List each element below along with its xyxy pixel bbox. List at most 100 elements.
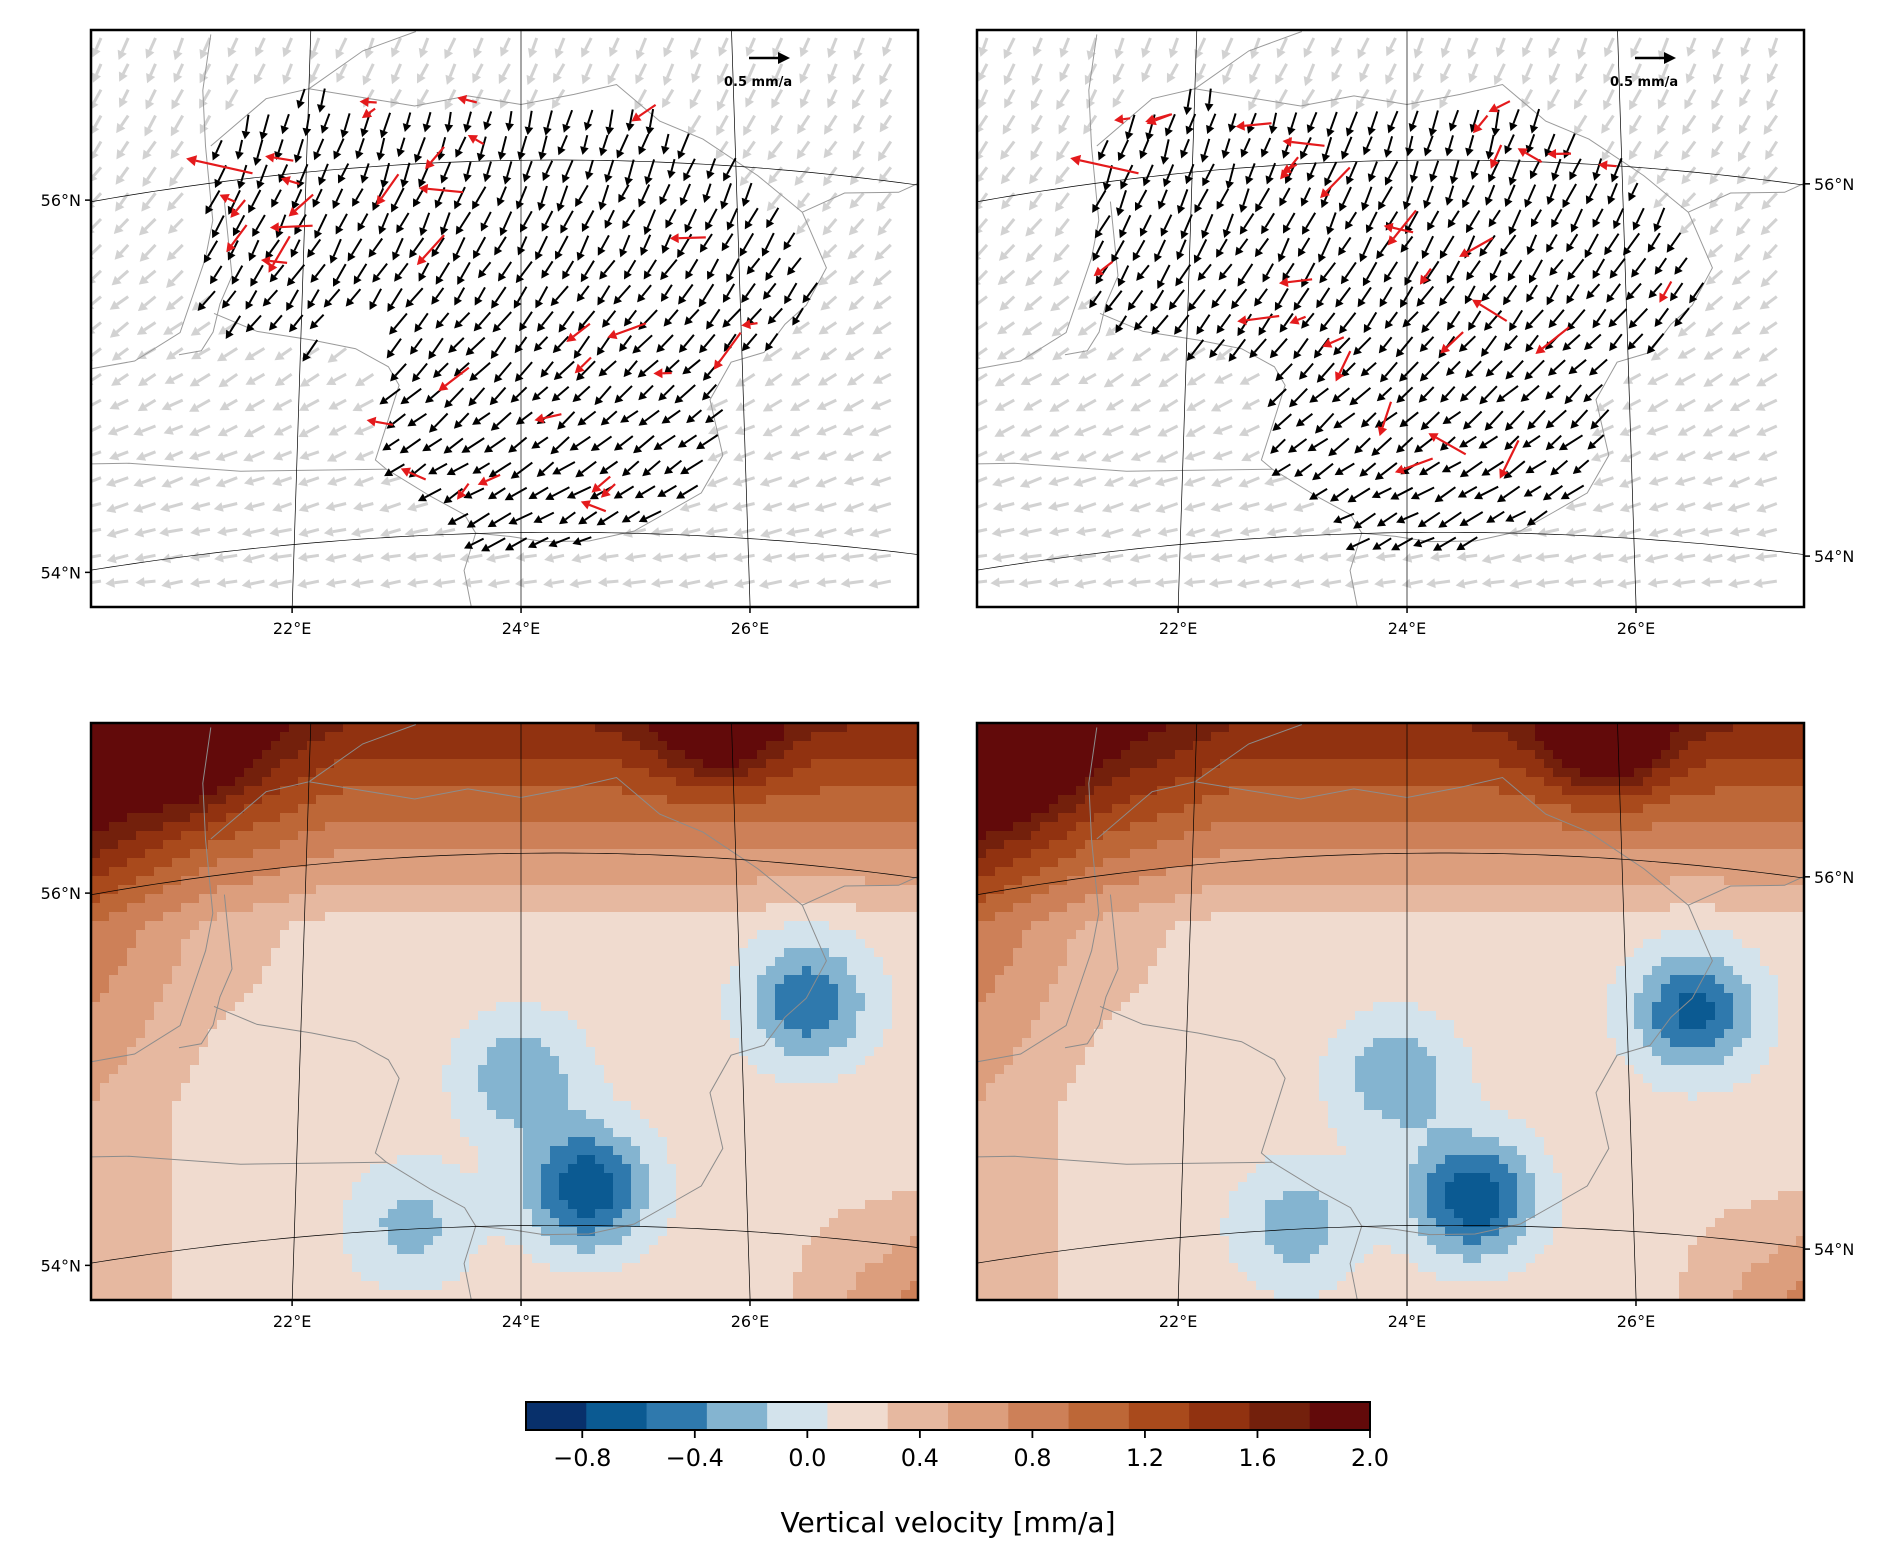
- field-cell: [199, 1002, 209, 1012]
- field-cell: [208, 1029, 218, 1039]
- field-cell: [748, 840, 758, 850]
- observed-arrow: [527, 536, 549, 549]
- observed-arrow: [211, 215, 225, 239]
- field-cell: [370, 741, 380, 751]
- field-cell: [550, 975, 560, 985]
- field-cell: [280, 1029, 290, 1039]
- model-arrow: [91, 398, 102, 408]
- observed-arrow: [1185, 113, 1197, 135]
- field-cell: [289, 975, 299, 985]
- field-cell: [379, 858, 389, 868]
- observed-arrow: [1562, 334, 1581, 351]
- model-arrow: [1128, 476, 1151, 488]
- field-cell: [478, 957, 488, 967]
- model-arrow: [1000, 140, 1016, 160]
- field-cell: [163, 723, 173, 733]
- field-cell: [361, 831, 371, 841]
- field-cell: [865, 858, 875, 868]
- field-cell: [127, 912, 137, 922]
- field-cell: [343, 831, 353, 841]
- field-cell: [154, 858, 164, 868]
- observed-arrow: [1168, 289, 1185, 311]
- field-cell: [892, 984, 902, 994]
- observed-arrow: [678, 334, 695, 353]
- field-cell: [244, 840, 254, 850]
- field-cell: [838, 849, 848, 859]
- observed-arrow: [1438, 511, 1462, 528]
- field-cell: [442, 1020, 452, 1030]
- field-cell: [469, 741, 479, 751]
- field-cell: [730, 840, 740, 850]
- field-cell: [766, 732, 776, 742]
- field-cell: [100, 1029, 110, 1039]
- field-cell: [136, 948, 146, 958]
- field-cell: [244, 849, 254, 859]
- field-cell: [856, 750, 866, 760]
- field-cell: [550, 1038, 560, 1048]
- field-cell: [496, 822, 506, 832]
- field-cell: [685, 876, 695, 886]
- field-cell: [307, 813, 317, 823]
- field-cell: [847, 975, 857, 985]
- model-arrow: [1650, 347, 1669, 361]
- field-cell: [892, 768, 902, 778]
- field-cell: [532, 957, 542, 967]
- observed-arrow: [1387, 110, 1399, 134]
- field-cell: [244, 822, 254, 832]
- observed-arrow: [1390, 486, 1414, 500]
- field-cell: [694, 912, 704, 922]
- field-cell: [199, 930, 209, 940]
- model-arrow: [772, 37, 784, 58]
- field-cell: [127, 921, 137, 931]
- field-cell: [604, 948, 614, 958]
- field-cell: [739, 840, 749, 850]
- field-cell: [217, 732, 227, 742]
- field-cell: [559, 1047, 569, 1057]
- field-cell: [469, 948, 479, 958]
- observed-arrow: [613, 284, 632, 305]
- observed-arrow: [536, 461, 555, 477]
- model-arrow: [994, 424, 1015, 437]
- field-cell: [352, 975, 362, 985]
- field-cell: [829, 750, 839, 760]
- field-cell: [118, 759, 128, 769]
- observed-arrow: [577, 410, 597, 426]
- field-cell: [541, 903, 551, 913]
- field-cell: [262, 822, 272, 832]
- field-cell: [703, 921, 713, 931]
- field-cell: [361, 885, 371, 895]
- field-cell: [613, 759, 623, 769]
- field-cell: [415, 876, 425, 886]
- field-cell: [415, 975, 425, 985]
- field-cell: [712, 858, 722, 868]
- observed-arrow: [307, 238, 322, 258]
- field-cell: [388, 741, 398, 751]
- field-cell: [190, 831, 200, 841]
- field-cell: [622, 975, 632, 985]
- observed-arrow: [1254, 288, 1268, 307]
- field-cell: [505, 786, 515, 796]
- field-cell: [622, 867, 632, 877]
- model-arrow: [407, 502, 429, 512]
- field-cell: [649, 849, 659, 859]
- field-cell: [622, 966, 632, 976]
- field-cell: [334, 957, 344, 967]
- field-cell: [604, 930, 614, 940]
- field-cell: [145, 813, 155, 823]
- field-cell: [262, 903, 272, 913]
- field-cell: [910, 732, 918, 742]
- field-cell: [361, 894, 371, 904]
- field-cell: [739, 1029, 749, 1039]
- observed-arrow: [562, 260, 575, 280]
- field-cell: [478, 1020, 488, 1030]
- model-arrow: [1678, 217, 1697, 235]
- model-arrow: [352, 553, 374, 563]
- observed-arrow: [262, 289, 279, 307]
- field-cell: [694, 795, 704, 805]
- field-cell: [694, 777, 704, 787]
- observed-arrow: [633, 435, 655, 454]
- field-cell: [703, 885, 713, 895]
- field-cell: [820, 741, 830, 751]
- residual-arrow: [219, 194, 236, 203]
- field-cell: [847, 831, 857, 841]
